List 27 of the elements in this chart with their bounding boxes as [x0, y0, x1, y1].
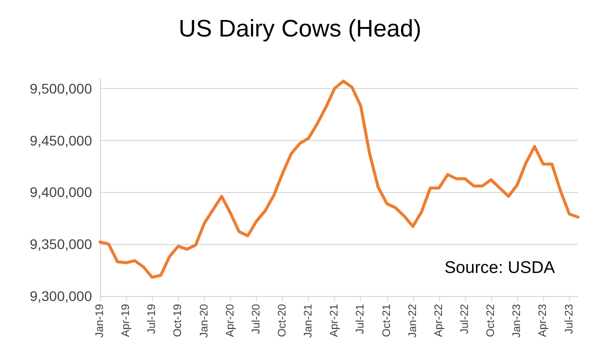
x-tick-label: Jan-21 — [302, 304, 315, 338]
x-tick-label: Apr-19 — [120, 304, 132, 338]
x-tick-label: Jul-22 — [459, 304, 472, 334]
x-tick-label: Apr-21 — [328, 304, 341, 338]
x-tick-label: Apr-20 — [224, 304, 236, 338]
x-tick-label: Jul-23 — [563, 304, 576, 334]
chart-title: US Dairy Cows (Head) — [178, 16, 422, 42]
x-tick-label: Oct-19 — [172, 304, 184, 338]
x-tick-label: Jan-20 — [198, 304, 210, 338]
x-tick-label: Jul-20 — [250, 304, 262, 334]
line-series — [98, 80, 580, 279]
x-tick-label: Apr-23 — [537, 304, 550, 338]
x-tick-label: Jan-22 — [406, 304, 419, 338]
x-tick-label: Jan-19 — [94, 304, 106, 338]
x-tick-label: Jan-23 — [511, 304, 524, 338]
y-tick-label: 9,300,000 — [30, 288, 92, 304]
x-tick-label: Apr-22 — [432, 304, 445, 338]
y-tick-label: 9,500,000 — [30, 80, 92, 96]
x-tick-label: Jul-21 — [354, 304, 367, 334]
x-tick-label: Oct-22 — [485, 304, 498, 338]
annotation: Source: USDA — [444, 258, 556, 277]
x-tick-label: Oct-20 — [276, 304, 289, 338]
x-tick-label: Oct-21 — [380, 304, 393, 338]
y-tick-label: 9,450,000 — [30, 132, 92, 148]
x-tick-label: Jul-19 — [146, 304, 158, 334]
y-tick-label: 9,400,000 — [30, 184, 92, 200]
y-tick-label: 9,350,000 — [30, 236, 92, 252]
